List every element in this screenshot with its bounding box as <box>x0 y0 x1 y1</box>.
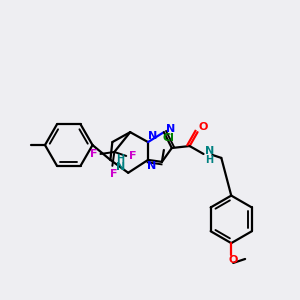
Text: F: F <box>129 151 137 161</box>
Text: N: N <box>147 161 157 171</box>
Text: F: F <box>110 169 117 179</box>
Text: O: O <box>229 255 238 265</box>
Text: N: N <box>148 131 158 141</box>
Text: F: F <box>90 149 97 159</box>
Text: N: N <box>205 146 214 156</box>
Text: N: N <box>166 124 176 134</box>
Text: H: H <box>206 155 214 165</box>
Text: Cl: Cl <box>163 133 175 143</box>
Text: N: N <box>116 162 125 172</box>
Text: H: H <box>116 154 124 164</box>
Text: O: O <box>199 122 208 132</box>
